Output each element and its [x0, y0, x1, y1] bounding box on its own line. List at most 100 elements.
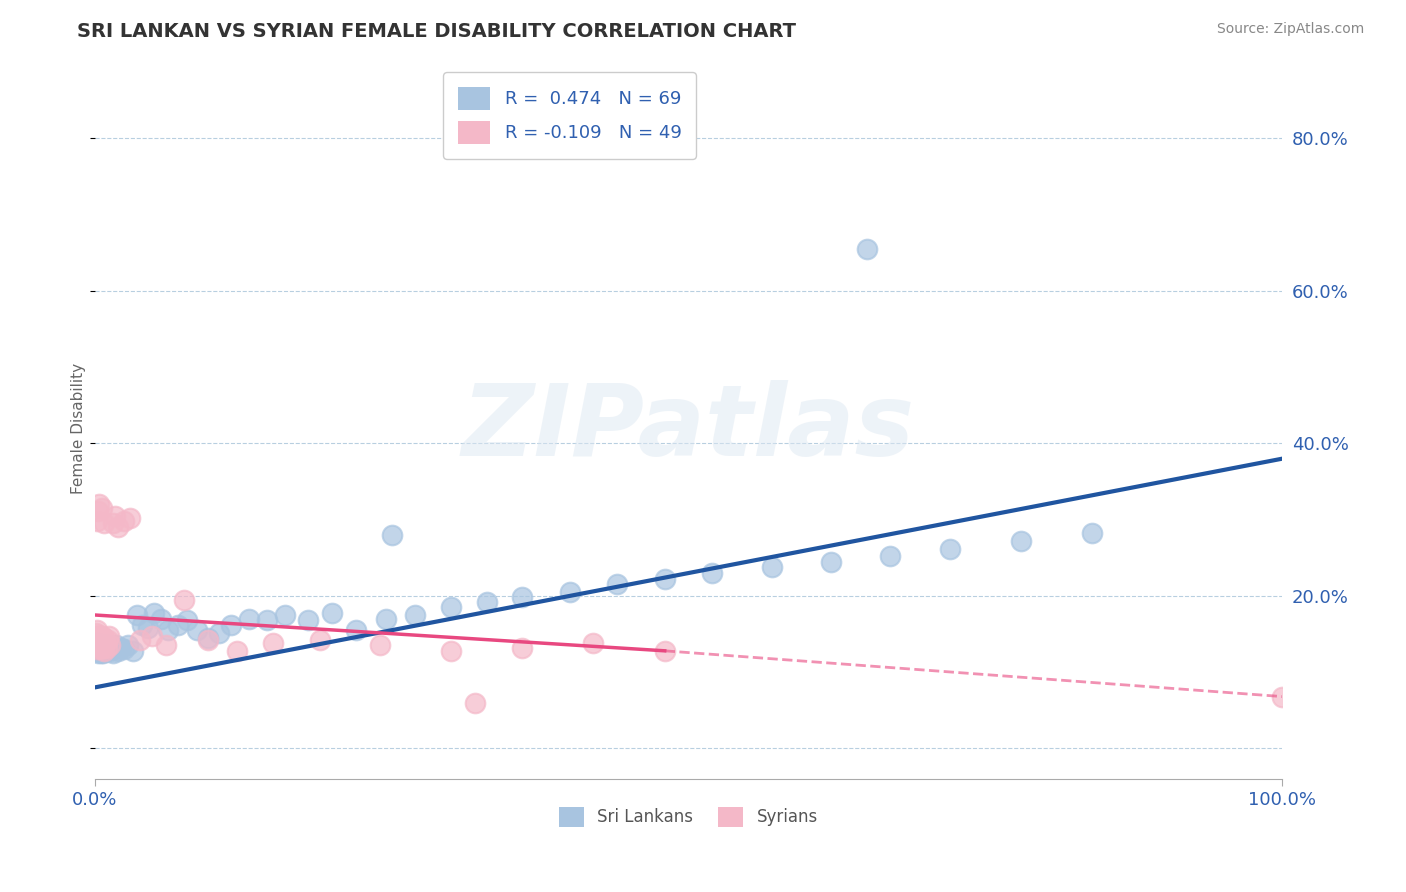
- Point: [273, 607, 295, 622]
- Point: [110, 640, 132, 655]
- Point: [475, 595, 498, 609]
- Point: [381, 528, 404, 542]
- Point: [86, 640, 108, 655]
- Point: [90, 501, 112, 516]
- Point: [94, 642, 117, 657]
- Point: [93, 516, 115, 531]
- Point: [186, 624, 208, 638]
- Point: [121, 644, 143, 658]
- Point: [117, 639, 139, 653]
- Point: [558, 585, 581, 599]
- Point: [127, 607, 149, 622]
- Y-axis label: Female Disability: Female Disability: [72, 363, 86, 494]
- Point: [155, 639, 177, 653]
- Point: [84, 633, 107, 648]
- Point: [136, 621, 159, 635]
- Point: [89, 633, 111, 648]
- Point: [87, 503, 110, 517]
- Point: [86, 624, 108, 638]
- Point: [143, 606, 166, 620]
- Point: [606, 577, 628, 591]
- Point: [87, 646, 110, 660]
- Point: [90, 642, 112, 657]
- Point: [98, 644, 121, 658]
- Point: [89, 644, 111, 658]
- Point: [90, 644, 112, 658]
- Point: [150, 612, 173, 626]
- Point: [404, 607, 426, 622]
- Point: [464, 696, 486, 710]
- Point: [112, 514, 135, 528]
- Point: [107, 520, 129, 534]
- Point: [86, 644, 108, 658]
- Point: [262, 636, 284, 650]
- Text: ZIPatlas: ZIPatlas: [463, 380, 915, 476]
- Point: [89, 639, 111, 653]
- Point: [1081, 526, 1104, 541]
- Point: [91, 646, 114, 660]
- Point: [84, 625, 107, 640]
- Point: [368, 639, 391, 653]
- Point: [820, 555, 842, 569]
- Point: [321, 606, 343, 620]
- Point: [94, 639, 117, 653]
- Point: [197, 633, 219, 648]
- Point: [107, 644, 129, 658]
- Point: [84, 629, 107, 643]
- Point: [90, 629, 112, 643]
- Point: [90, 639, 112, 653]
- Point: [344, 624, 367, 638]
- Point: [1271, 690, 1294, 704]
- Point: [90, 636, 112, 650]
- Point: [256, 613, 278, 627]
- Point: [87, 642, 110, 657]
- Point: [855, 242, 877, 256]
- Point: [89, 498, 111, 512]
- Point: [141, 629, 163, 643]
- Point: [440, 644, 463, 658]
- Point: [238, 612, 260, 626]
- Point: [173, 592, 195, 607]
- Point: [90, 646, 112, 660]
- Point: [90, 640, 112, 655]
- Point: [96, 640, 118, 655]
- Point: [96, 644, 118, 658]
- Point: [297, 613, 319, 627]
- Point: [87, 631, 110, 645]
- Point: [104, 508, 127, 523]
- Point: [128, 633, 150, 648]
- Point: [84, 639, 107, 653]
- Point: [510, 640, 533, 655]
- Point: [97, 629, 120, 643]
- Point: [87, 636, 110, 650]
- Point: [94, 636, 117, 650]
- Point: [166, 618, 188, 632]
- Point: [97, 642, 120, 657]
- Point: [105, 639, 128, 653]
- Point: [91, 639, 114, 653]
- Point: [131, 618, 153, 632]
- Point: [702, 566, 724, 580]
- Point: [309, 633, 332, 648]
- Point: [86, 629, 108, 643]
- Point: [93, 644, 115, 658]
- Point: [100, 640, 122, 655]
- Point: [101, 516, 124, 531]
- Point: [97, 639, 120, 653]
- Point: [938, 541, 960, 556]
- Point: [1010, 534, 1032, 549]
- Point: [98, 639, 121, 653]
- Point: [374, 612, 396, 626]
- Point: [90, 642, 112, 657]
- Legend: Sri Lankans, Syrians: Sri Lankans, Syrians: [553, 800, 824, 834]
- Point: [157, 624, 180, 638]
- Point: [582, 636, 605, 650]
- Point: [197, 631, 219, 645]
- Point: [97, 633, 120, 648]
- Point: [879, 549, 901, 564]
- Point: [84, 642, 107, 657]
- Point: [208, 625, 231, 640]
- Point: [654, 572, 676, 586]
- Point: [112, 642, 135, 657]
- Text: Source: ZipAtlas.com: Source: ZipAtlas.com: [1216, 22, 1364, 37]
